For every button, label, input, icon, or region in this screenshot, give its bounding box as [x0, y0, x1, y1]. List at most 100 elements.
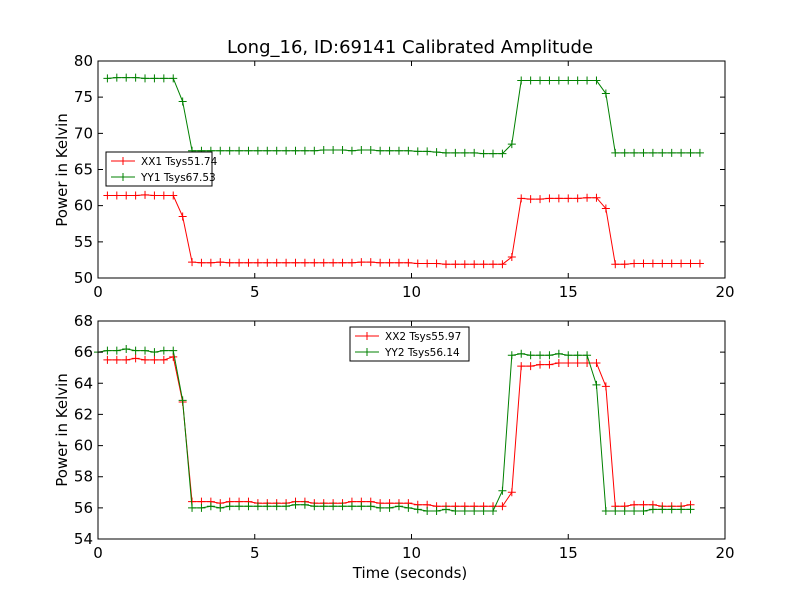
data-point — [310, 146, 319, 155]
chart-title: Long_16, ID:69141 Calibrated Amplitude — [227, 37, 593, 58]
data-point — [630, 148, 639, 157]
data-point — [460, 260, 469, 269]
data-point — [611, 148, 620, 157]
data-point — [159, 191, 168, 200]
data-point — [489, 149, 498, 158]
data-point — [658, 259, 667, 268]
data-point — [564, 351, 573, 360]
bottom-x-axis-label: Time (seconds) — [352, 564, 468, 582]
top-y-axis-label: Power in Kelvin — [53, 113, 71, 227]
data-point — [573, 194, 582, 203]
data-point — [498, 486, 507, 495]
data-point — [451, 260, 460, 269]
data-point — [291, 500, 300, 509]
data-point — [216, 258, 225, 267]
data-point — [441, 148, 450, 157]
data-point — [404, 503, 413, 512]
data-point — [592, 193, 601, 202]
data-point — [244, 502, 253, 511]
data-point — [188, 258, 197, 267]
data-point — [460, 506, 469, 515]
data-point — [601, 89, 610, 98]
data-point — [385, 503, 394, 512]
data-point — [517, 76, 526, 85]
data-point — [263, 146, 272, 155]
data-point — [141, 355, 150, 364]
data-point — [536, 195, 545, 204]
data-point — [479, 260, 488, 269]
data-point — [648, 259, 657, 268]
data-point — [601, 506, 610, 515]
data-point — [131, 191, 140, 200]
data-point — [489, 506, 498, 515]
data-point — [300, 258, 309, 267]
data-point — [667, 148, 676, 157]
data-point — [272, 502, 281, 511]
y-tick-label: 58 — [74, 468, 93, 486]
data-point — [159, 355, 168, 364]
bottom-y-axis-label: Power in Kelvin — [53, 373, 71, 487]
data-point — [150, 74, 159, 83]
data-point — [300, 500, 309, 509]
data-point — [413, 147, 422, 156]
data-point — [366, 258, 375, 267]
data-point — [282, 502, 291, 511]
y-tick-label: 66 — [74, 343, 93, 361]
legend-label: XX2 Tsys55.97 — [385, 331, 461, 343]
data-point — [394, 502, 403, 511]
data-point — [103, 74, 112, 83]
data-point — [526, 195, 535, 204]
data-point — [601, 204, 610, 213]
data-point — [347, 146, 356, 155]
data-point — [244, 258, 253, 267]
data-point — [347, 502, 356, 511]
data-point — [131, 346, 140, 355]
data-point — [159, 346, 168, 355]
data-point — [253, 502, 262, 511]
data-point — [178, 212, 187, 221]
data-point — [394, 258, 403, 267]
data-point — [507, 488, 516, 497]
data-point — [677, 259, 686, 268]
data-point — [366, 502, 375, 511]
data-point — [291, 146, 300, 155]
data-point — [357, 145, 366, 154]
data-point — [639, 259, 648, 268]
data-point — [404, 146, 413, 155]
x-tick-label: 15 — [559, 544, 578, 562]
data-point — [150, 355, 159, 364]
x-tick-label: 5 — [250, 283, 260, 301]
data-point — [329, 145, 338, 154]
y-tick-label: 55 — [74, 233, 93, 251]
data-point — [263, 502, 272, 511]
y-tick-label: 60 — [74, 197, 93, 215]
data-point — [620, 506, 629, 515]
legend-box — [349, 326, 470, 362]
data-point — [338, 258, 347, 267]
data-point — [451, 148, 460, 157]
data-point — [639, 506, 648, 515]
y-tick-label: 68 — [74, 312, 93, 330]
data-point — [150, 191, 159, 200]
data-point — [413, 505, 422, 514]
bottom-chart: Power in Kelvin Time (seconds) 0 5 10 15 20 5… — [53, 312, 735, 582]
data-point — [376, 146, 385, 155]
data-point — [112, 191, 121, 200]
data-point — [141, 190, 150, 199]
top-series-1 — [103, 190, 704, 269]
data-point — [150, 348, 159, 357]
data-point — [620, 148, 629, 157]
data-point — [583, 193, 592, 202]
data-point — [225, 502, 234, 511]
data-point — [677, 505, 686, 514]
data-point — [347, 258, 356, 267]
data-point — [385, 146, 394, 155]
data-point — [686, 148, 695, 157]
data-point — [385, 258, 394, 267]
data-point — [357, 502, 366, 511]
y-tick-label: 64 — [74, 374, 93, 392]
data-point — [545, 76, 554, 85]
y-tick-label: 65 — [74, 161, 93, 179]
data-point — [658, 505, 667, 514]
data-point — [526, 76, 535, 85]
